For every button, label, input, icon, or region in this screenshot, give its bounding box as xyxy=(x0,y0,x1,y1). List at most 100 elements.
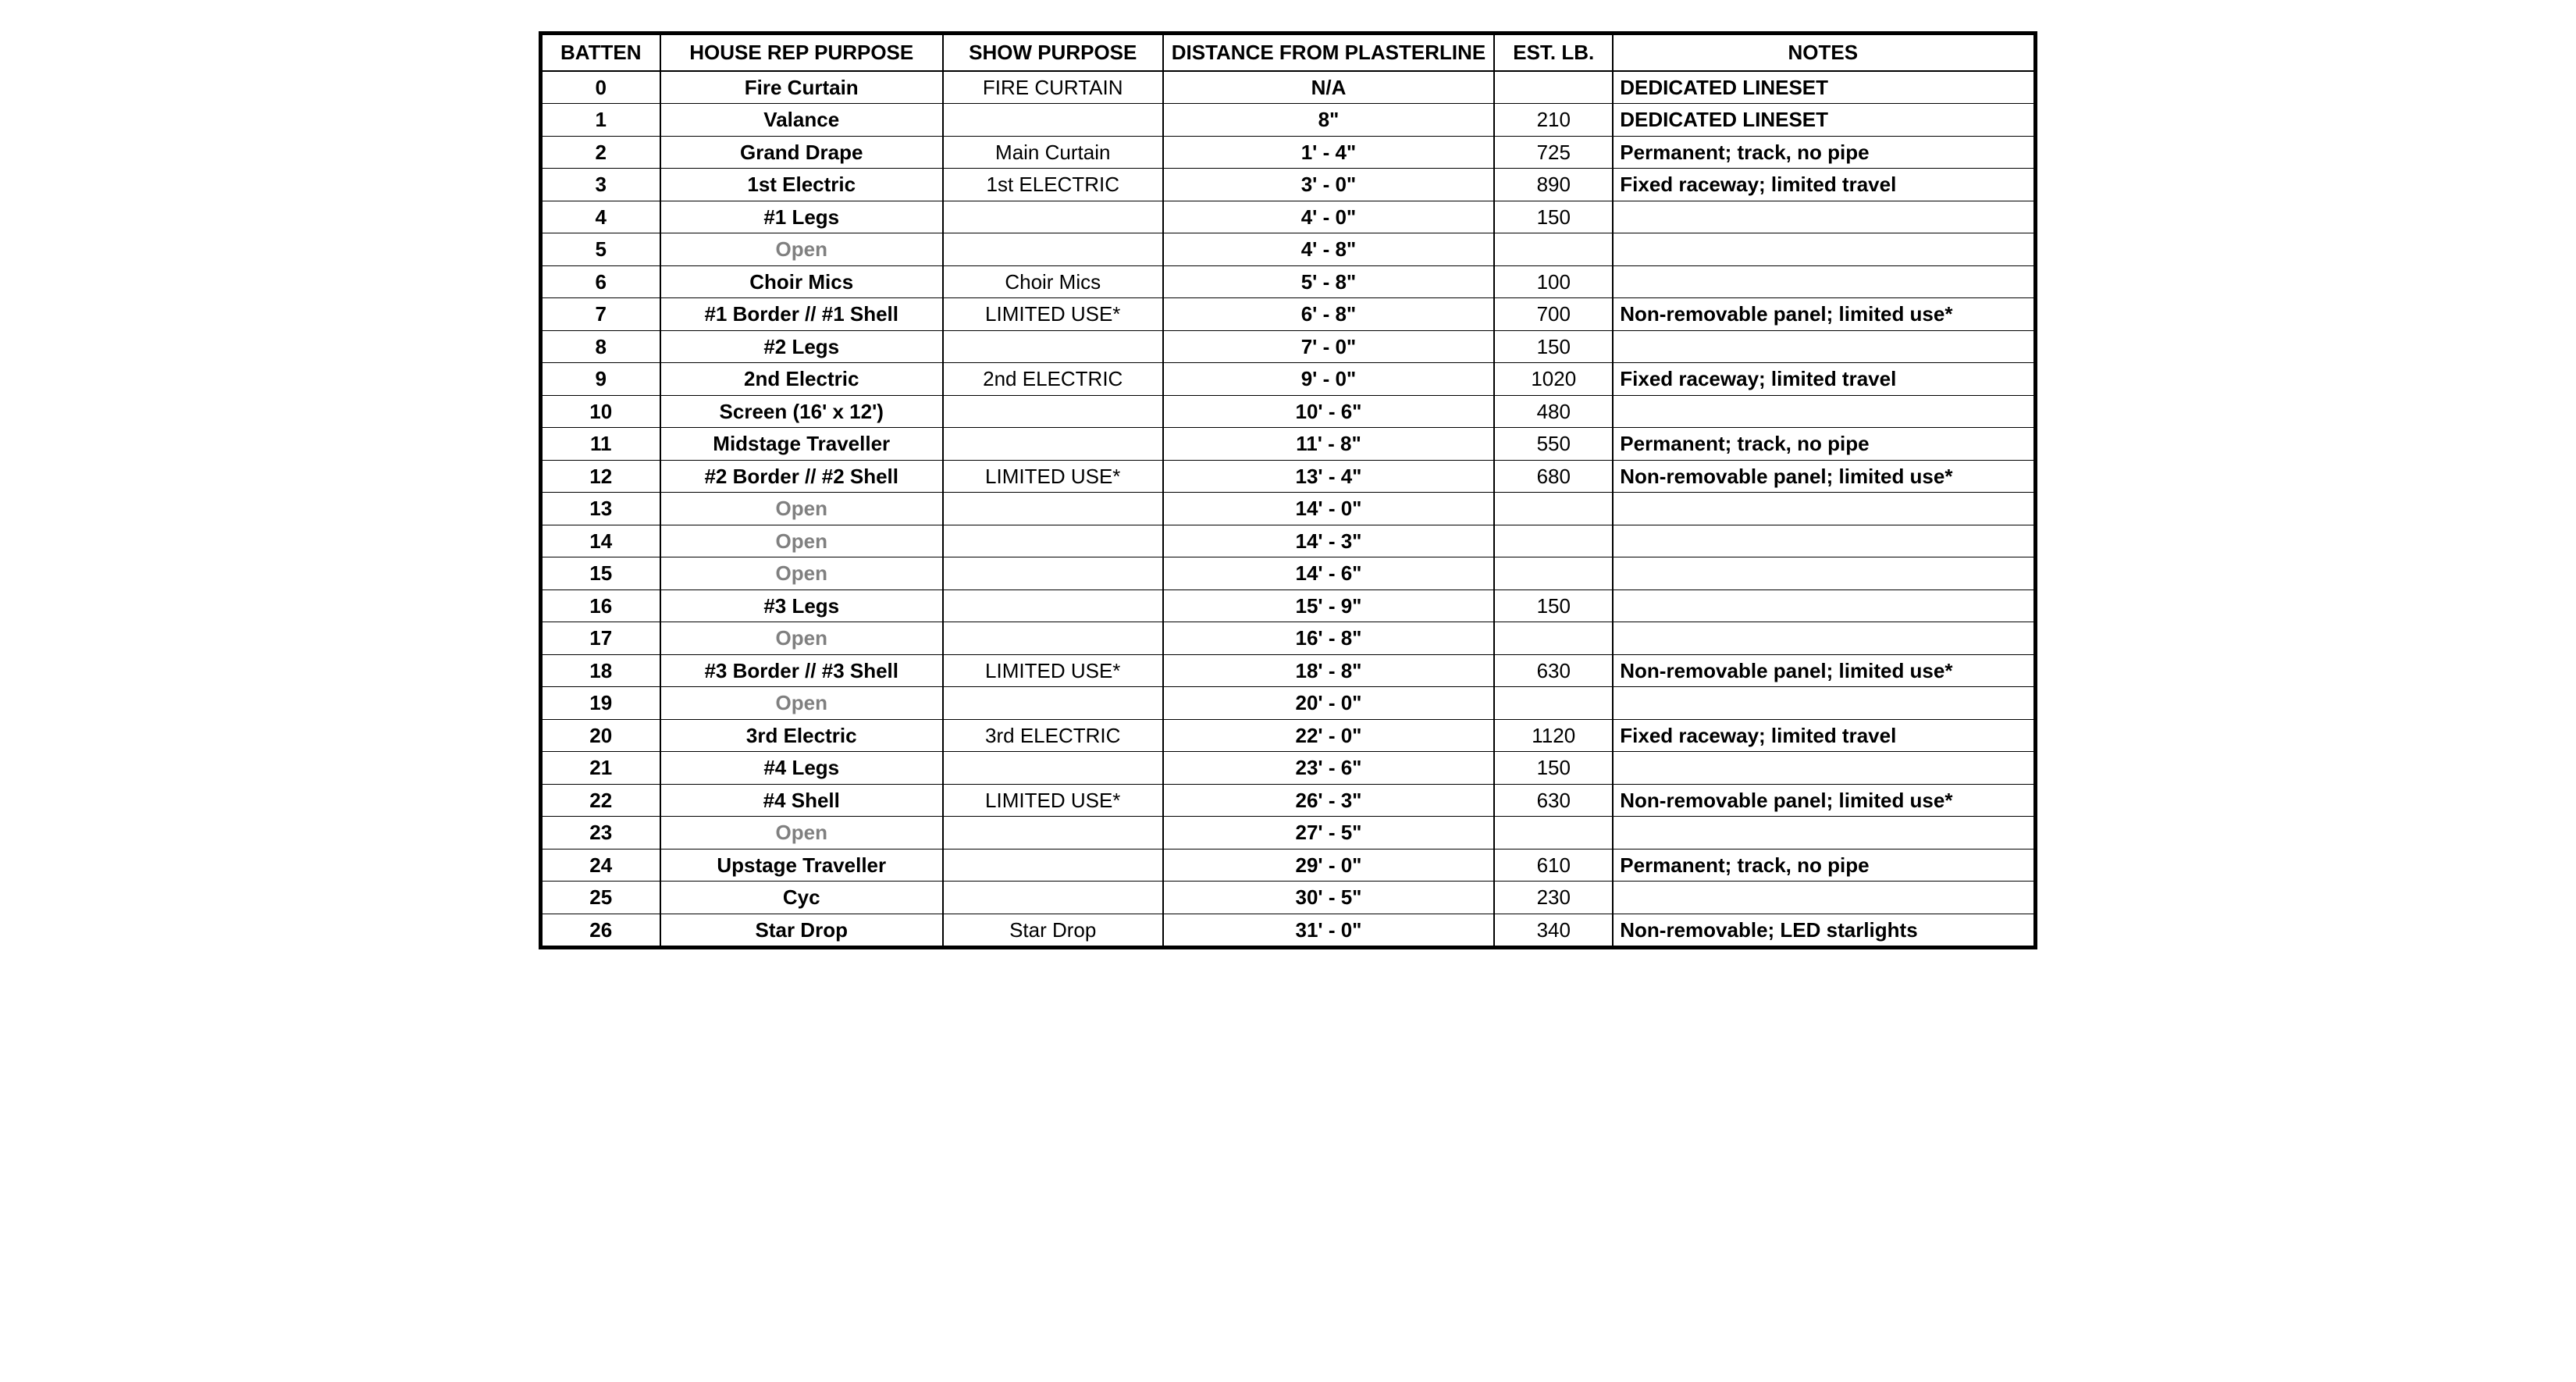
cell-notes: DEDICATED LINESET xyxy=(1613,104,2036,137)
cell-house: #1 Legs xyxy=(660,201,943,233)
cell-lb xyxy=(1494,71,1613,104)
cell-notes: Non-removable; LED starlights xyxy=(1613,914,2036,948)
table-row: 13Open14' - 0" xyxy=(540,493,2036,525)
cell-lb: 680 xyxy=(1494,460,1613,493)
cell-batten: 22 xyxy=(540,784,660,817)
cell-house: Upstage Traveller xyxy=(660,849,943,882)
cell-lb: 700 xyxy=(1494,298,1613,331)
cell-batten: 20 xyxy=(540,719,660,752)
cell-batten: 5 xyxy=(540,233,660,266)
cell-lb xyxy=(1494,557,1613,590)
cell-show xyxy=(943,882,1163,914)
table-row: 10Screen (16' x 12')10' - 6"480 xyxy=(540,395,2036,428)
cell-dist: 30' - 5" xyxy=(1163,882,1495,914)
table-row: 6Choir MicsChoir Mics5' - 8"100 xyxy=(540,265,2036,298)
cell-dist: 4' - 0" xyxy=(1163,201,1495,233)
table-row: 23Open27' - 5" xyxy=(540,817,2036,850)
cell-house: #1 Border // #1 Shell xyxy=(660,298,943,331)
cell-notes xyxy=(1613,265,2036,298)
cell-lb: 890 xyxy=(1494,169,1613,201)
cell-notes: Fixed raceway; limited travel xyxy=(1613,719,2036,752)
header-lb: EST. LB. xyxy=(1494,34,1613,71)
cell-house: 1st Electric xyxy=(660,169,943,201)
cell-lb xyxy=(1494,493,1613,525)
cell-house: Open xyxy=(660,622,943,655)
cell-batten: 13 xyxy=(540,493,660,525)
cell-notes xyxy=(1613,882,2036,914)
cell-notes: Non-removable panel; limited use* xyxy=(1613,654,2036,687)
table-row: 18#3 Border // #3 ShellLIMITED USE*18' -… xyxy=(540,654,2036,687)
cell-show: 3rd ELECTRIC xyxy=(943,719,1163,752)
cell-batten: 23 xyxy=(540,817,660,850)
cell-notes: Fixed raceway; limited travel xyxy=(1613,169,2036,201)
cell-notes xyxy=(1613,201,2036,233)
cell-lb: 150 xyxy=(1494,589,1613,622)
cell-dist: 20' - 0" xyxy=(1163,687,1495,720)
cell-lb xyxy=(1494,622,1613,655)
cell-house: Open xyxy=(660,557,943,590)
cell-show xyxy=(943,428,1163,461)
cell-show xyxy=(943,817,1163,850)
cell-dist: 31' - 0" xyxy=(1163,914,1495,948)
cell-batten: 6 xyxy=(540,265,660,298)
cell-notes xyxy=(1613,817,2036,850)
table-row: 5Open4' - 8" xyxy=(540,233,2036,266)
cell-batten: 2 xyxy=(540,136,660,169)
cell-house: Valance xyxy=(660,104,943,137)
header-show: SHOW PURPOSE xyxy=(943,34,1163,71)
cell-lb: 150 xyxy=(1494,752,1613,785)
cell-batten: 17 xyxy=(540,622,660,655)
cell-dist: 13' - 4" xyxy=(1163,460,1495,493)
cell-house: 3rd Electric xyxy=(660,719,943,752)
cell-notes: Non-removable panel; limited use* xyxy=(1613,460,2036,493)
cell-lb: 610 xyxy=(1494,849,1613,882)
cell-notes xyxy=(1613,525,2036,557)
cell-house: Screen (16' x 12') xyxy=(660,395,943,428)
cell-show xyxy=(943,330,1163,363)
cell-dist: 8" xyxy=(1163,104,1495,137)
cell-dist: 9' - 0" xyxy=(1163,363,1495,396)
cell-show: LIMITED USE* xyxy=(943,298,1163,331)
cell-lb xyxy=(1494,687,1613,720)
cell-lb: 100 xyxy=(1494,265,1613,298)
cell-house: Open xyxy=(660,525,943,557)
table-row: 17Open 16' - 8" xyxy=(540,622,2036,655)
cell-notes: DEDICATED LINESET xyxy=(1613,71,2036,104)
header-house: HOUSE REP PURPOSE xyxy=(660,34,943,71)
cell-notes xyxy=(1613,493,2036,525)
cell-show xyxy=(943,622,1163,655)
header-row: BATTEN HOUSE REP PURPOSE SHOW PURPOSE DI… xyxy=(540,34,2036,71)
table-row: 203rd Electric3rd ELECTRIC22' - 0"1120Fi… xyxy=(540,719,2036,752)
table-row: 11Midstage Traveller11' - 8"550Permanent… xyxy=(540,428,2036,461)
cell-batten: 3 xyxy=(540,169,660,201)
cell-show xyxy=(943,752,1163,785)
cell-dist: 16' - 8" xyxy=(1163,622,1495,655)
cell-house: Open xyxy=(660,493,943,525)
table-row: 26Star DropStar Drop31' - 0"340Non-remov… xyxy=(540,914,2036,948)
table-row: 14Open14' - 3" xyxy=(540,525,2036,557)
cell-batten: 4 xyxy=(540,201,660,233)
cell-batten: 11 xyxy=(540,428,660,461)
cell-batten: 15 xyxy=(540,557,660,590)
cell-batten: 10 xyxy=(540,395,660,428)
cell-dist: 15' - 9" xyxy=(1163,589,1495,622)
cell-batten: 0 xyxy=(540,71,660,104)
cell-notes: Fixed raceway; limited travel xyxy=(1613,363,2036,396)
cell-notes xyxy=(1613,557,2036,590)
cell-house: Fire Curtain xyxy=(660,71,943,104)
cell-batten: 24 xyxy=(540,849,660,882)
cell-house: Midstage Traveller xyxy=(660,428,943,461)
cell-dist: 5' - 8" xyxy=(1163,265,1495,298)
cell-batten: 14 xyxy=(540,525,660,557)
cell-show xyxy=(943,233,1163,266)
cell-notes xyxy=(1613,687,2036,720)
cell-dist: 23' - 6" xyxy=(1163,752,1495,785)
cell-dist: 22' - 0" xyxy=(1163,719,1495,752)
cell-dist: 1' - 4" xyxy=(1163,136,1495,169)
cell-house: #4 Legs xyxy=(660,752,943,785)
cell-batten: 19 xyxy=(540,687,660,720)
cell-show xyxy=(943,557,1163,590)
cell-house: Cyc xyxy=(660,882,943,914)
table-row: 25Cyc30' - 5"230 xyxy=(540,882,2036,914)
cell-show: 2nd ELECTRIC xyxy=(943,363,1163,396)
